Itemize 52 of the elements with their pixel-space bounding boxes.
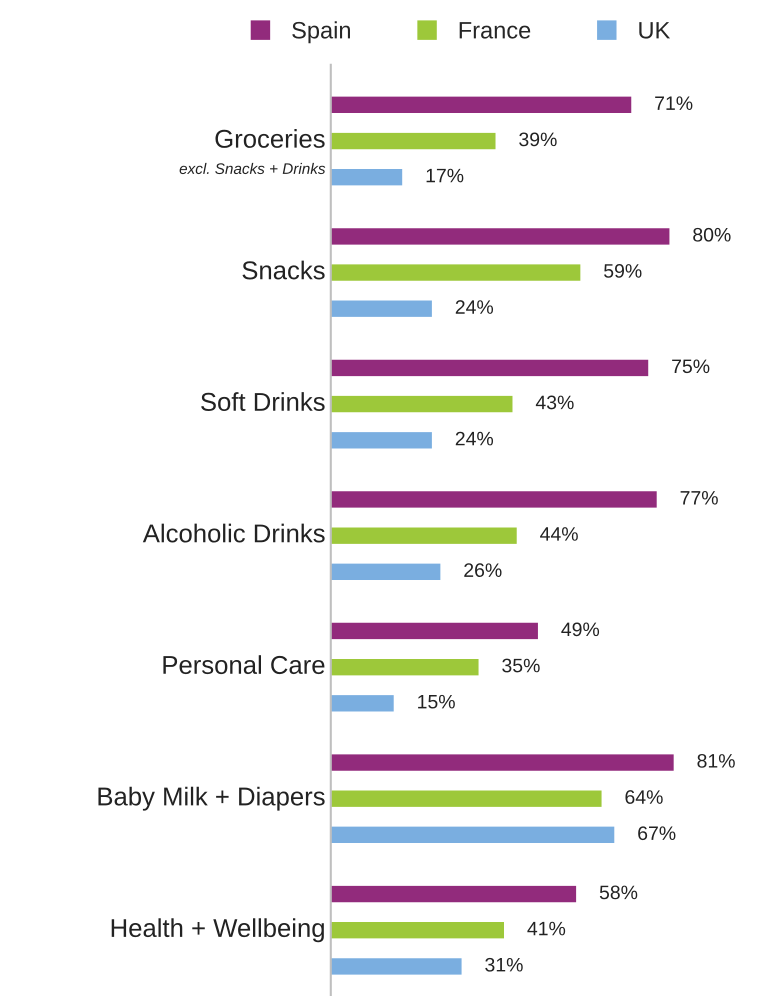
bar: [330, 562, 442, 582]
bar: [330, 168, 404, 187]
bar: [330, 884, 578, 904]
bar: [330, 490, 658, 510]
bar: [330, 226, 671, 246]
legend-label: France: [460, 22, 530, 39]
bar: [330, 358, 650, 378]
bar: [330, 956, 463, 976]
data-label: 15%: [418, 694, 455, 709]
bar: [330, 621, 540, 641]
bar: [330, 95, 633, 114]
data-label: 24%: [456, 300, 494, 314]
y-tick-label: Snacks: [242, 260, 325, 280]
bar: [330, 430, 434, 450]
data-label: 67%: [638, 826, 676, 840]
legend-label: UK: [639, 22, 670, 39]
data-label: 35%: [502, 658, 540, 672]
data-label: 31%: [485, 958, 523, 972]
bar: [330, 752, 676, 772]
bar: [330, 789, 603, 808]
bar: [330, 920, 506, 940]
data-label: 80%: [693, 228, 731, 242]
y-tick-label: Groceries excl. Snacks + Drinks: [180, 129, 326, 174]
y-tick-label: Health + Wellbeing: [112, 918, 324, 942]
y-tick-label: Baby Milk + Diapers: [98, 786, 325, 811]
data-label: 26%: [464, 563, 502, 578]
data-label: 17%: [426, 168, 464, 182]
data-label: 71%: [655, 96, 692, 110]
data-label: 49%: [561, 622, 600, 636]
data-label: 41%: [527, 922, 566, 936]
data-label: 58%: [600, 886, 638, 900]
bar: [330, 658, 480, 677]
legend-label: Spain: [292, 21, 350, 44]
bar: [330, 299, 434, 318]
data-label: 59%: [604, 264, 642, 278]
data-label: 77%: [680, 490, 718, 505]
data-label: 43%: [536, 396, 574, 410]
bar: [330, 262, 582, 282]
bar: [330, 825, 616, 844]
bar: [330, 131, 497, 151]
data-label: 64%: [625, 790, 663, 804]
y-tick-label: Soft Drinks: [201, 392, 325, 411]
y-tick-label: Alcoholic Drinks: [142, 524, 325, 543]
data-label: 75%: [672, 359, 710, 374]
bar: [330, 526, 518, 546]
y-tick-label: Personal Care: [163, 655, 324, 674]
data-label: 81%: [697, 754, 735, 768]
bar: [330, 694, 396, 713]
data-label: 39%: [519, 132, 557, 146]
bar: [330, 394, 514, 414]
data-label: 44%: [540, 527, 578, 541]
data-label: 24%: [456, 432, 494, 446]
